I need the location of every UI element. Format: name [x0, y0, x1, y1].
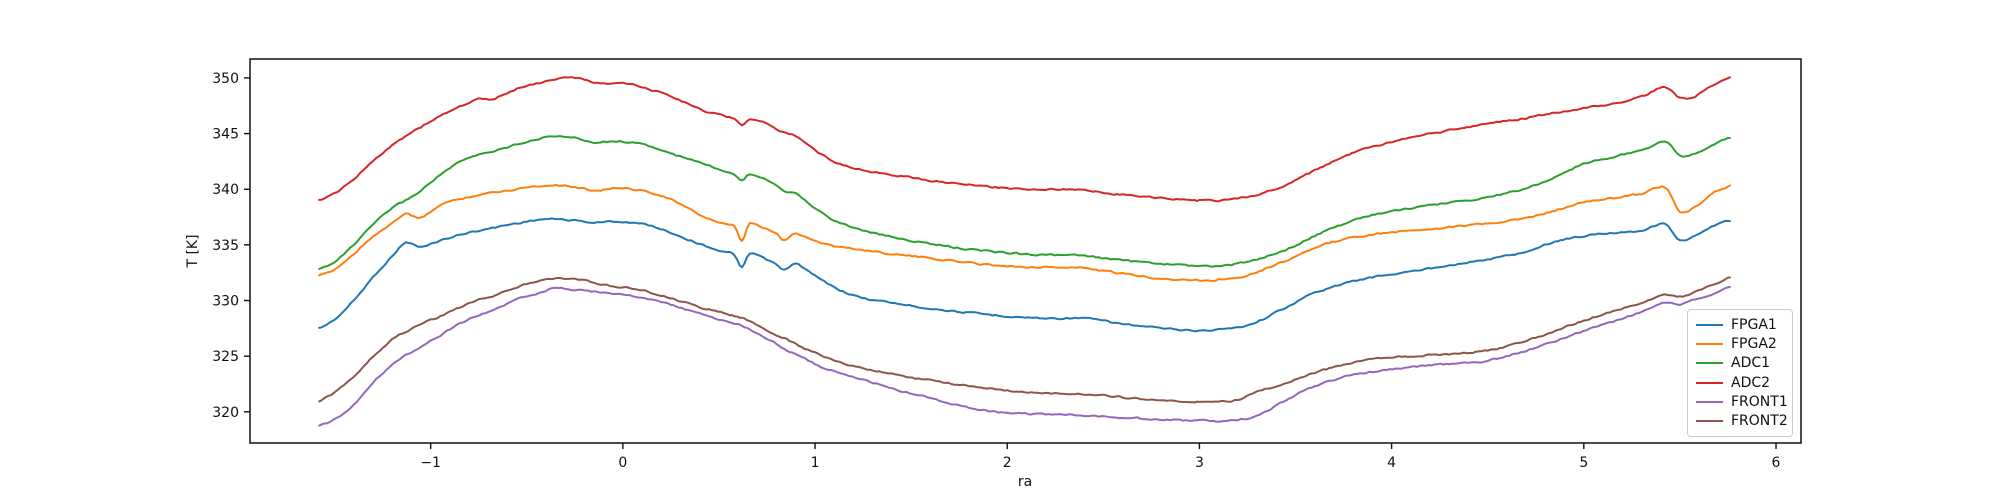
x-tick-label: 4 — [1387, 455, 1396, 471]
x-tick-label: 0 — [618, 455, 627, 471]
x-tick-label: 5 — [1579, 455, 1588, 471]
legend: FPGA1 FPGA2 ADC1 ADC2 FRONT1 FRONT2 — [1687, 309, 1793, 437]
x-tick-label: 2 — [1003, 455, 1012, 471]
series-line-ADC2 — [318, 76, 1731, 203]
legend-entry-FRONT1: FRONT1 — [1696, 392, 1788, 411]
y-tick-label: 330 — [212, 294, 239, 310]
legend-label: FRONT2 — [1731, 413, 1788, 430]
x-tick-label: 6 — [1772, 455, 1781, 471]
legend-entry-FRONT2: FRONT2 — [1696, 412, 1788, 431]
legend-line-sample — [1696, 420, 1723, 423]
legend-entry-ADC2: ADC2 — [1696, 373, 1784, 392]
series-line-FRONT2 — [318, 276, 1731, 404]
y-tick-label: 350 — [212, 71, 239, 87]
y-tick-label: 325 — [212, 349, 239, 365]
legend-line-sample — [1696, 400, 1723, 403]
y-tick-label: 340 — [212, 182, 239, 198]
series-line-ADC1 — [318, 135, 1731, 270]
x-axis-label: ra — [1017, 474, 1033, 490]
legend-label: ADC2 — [1731, 374, 1771, 391]
legend-entry-ADC1: ADC1 — [1696, 354, 1784, 373]
legend-entry-FPGA1: FPGA1 — [1696, 315, 1784, 334]
y-tick-label: 345 — [212, 127, 239, 143]
x-tick-label: 1 — [811, 455, 820, 471]
legend-line-sample — [1696, 381, 1723, 384]
y-tick-label: 320 — [212, 405, 239, 421]
legend-line-sample — [1696, 342, 1723, 345]
legend-label: FPGA1 — [1731, 316, 1777, 333]
legend-line-sample — [1696, 323, 1723, 326]
axes-spines — [249, 58, 1802, 444]
y-tick-label: 335 — [212, 238, 239, 254]
legend-label: FPGA2 — [1731, 335, 1777, 352]
legend-line-sample — [1696, 362, 1723, 365]
x-tick-label: 3 — [1195, 455, 1204, 471]
x-tick-label: −1 — [420, 455, 441, 471]
y-axis-label: T [K] — [185, 234, 201, 268]
series-line-FPGA1 — [318, 217, 1731, 333]
series-line-FPGA2 — [318, 184, 1731, 282]
legend-label: FRONT1 — [1731, 393, 1788, 410]
legend-entry-FPGA2: FPGA2 — [1696, 334, 1784, 353]
series-line-FRONT1 — [318, 285, 1731, 427]
legend-label: ADC1 — [1731, 355, 1771, 372]
